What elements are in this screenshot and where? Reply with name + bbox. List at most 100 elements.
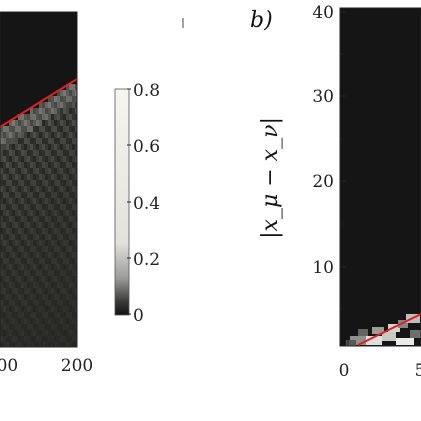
left-heatmap-cell — [9, 174, 12, 180]
left-heatmap-cell — [54, 306, 57, 312]
left-heatmap-cell — [9, 186, 12, 192]
left-heatmap-cell — [60, 342, 63, 347]
left-heatmap-cell — [9, 192, 12, 198]
left-heatmap-cell — [27, 324, 30, 330]
left-heatmap-cell — [66, 126, 69, 132]
left-heatmap-cell — [66, 228, 69, 234]
left-heatmap-cell — [42, 156, 45, 162]
left-heatmap-cell — [57, 156, 60, 162]
left-heatmap-cell — [42, 132, 45, 138]
left-heatmap-cell — [27, 306, 30, 312]
left-heatmap-cell — [57, 312, 60, 318]
left-heatmap-cell — [6, 324, 9, 330]
left-heatmap-cell — [57, 210, 60, 216]
left-heatmap-cell — [9, 210, 12, 216]
left-heatmap-cell — [3, 276, 6, 282]
left-heatmap-cell — [39, 132, 42, 138]
left-heatmap-cell — [33, 144, 36, 150]
left-heatmap-cell — [15, 276, 18, 282]
left-heatmap-cell — [3, 228, 6, 234]
left-heatmap-cell — [51, 240, 54, 246]
left-heatmap-cell — [21, 300, 24, 306]
left-heatmap-cell — [9, 240, 12, 246]
left-heatmap-cell — [12, 186, 15, 192]
left-heatmap-cell — [45, 234, 48, 240]
left-heatmap-cell — [24, 318, 27, 324]
right-heatmap-cell — [346, 340, 356, 346]
left-heatmap-cell — [21, 252, 24, 258]
left-heatmap-cell — [15, 312, 18, 318]
left-heatmap-cell — [9, 198, 12, 204]
left-heatmap-cell — [72, 180, 75, 186]
left-heatmap-cell — [51, 156, 54, 162]
left-heatmap-cell — [75, 330, 77, 336]
left-heatmap-cell — [51, 174, 54, 180]
left-heatmap-cell — [33, 288, 36, 294]
left-heatmap-cell — [45, 192, 48, 198]
left-heatmap-cell — [54, 168, 57, 174]
left-heatmap-cell — [24, 258, 27, 264]
left-heatmap-cell — [69, 192, 72, 198]
left-heatmap-cell — [21, 210, 24, 216]
left-heatmap-cell — [27, 150, 30, 156]
left-heatmap-cell — [72, 114, 75, 120]
left-heatmap-cell — [45, 252, 48, 258]
left-heatmap-cell — [39, 252, 42, 258]
left-heatmap-cell — [33, 240, 36, 246]
left-heatmap-cell — [27, 180, 30, 186]
left-heatmap-cell — [75, 192, 77, 198]
left-heatmap-cell — [42, 150, 45, 156]
left-heatmap-cell — [33, 132, 36, 138]
left-heatmap-cell — [3, 138, 6, 144]
left-heatmap-cell — [18, 240, 21, 246]
left-heatmap-cell — [72, 342, 75, 347]
left-heatmap-cell — [27, 246, 30, 252]
left-heatmap-cell — [24, 120, 27, 126]
left-heatmap-cell — [48, 318, 51, 324]
left-heatmap-cell — [48, 288, 51, 294]
left-heatmap-cell — [57, 324, 60, 330]
left-heatmap-cell — [75, 120, 77, 126]
left-heatmap-cell — [66, 192, 69, 198]
left-heatmap-cell — [6, 234, 9, 240]
left-heatmap-cell — [12, 258, 15, 264]
left-heatmap-cell — [21, 168, 24, 174]
left-heatmap-cell — [30, 216, 33, 222]
left-heatmap-cell — [18, 252, 21, 258]
left-heatmap-cell — [3, 162, 6, 168]
left-heatmap-cell — [66, 102, 69, 108]
left-heatmap-cell — [33, 234, 36, 240]
left-heatmap-cell — [21, 294, 24, 300]
left-heatmap-cell — [24, 312, 27, 318]
left-heatmap-cell — [48, 174, 51, 180]
left-heatmap-cell — [18, 342, 21, 347]
left-heatmap-cell — [39, 330, 42, 336]
left-heatmap-cell — [3, 222, 6, 228]
colorbar-gradient — [114, 88, 130, 316]
left-heatmap-cell — [69, 276, 72, 282]
left-heatmap-cell — [0, 336, 3, 342]
left-heatmap-cell — [27, 270, 30, 276]
left-heatmap-cell — [0, 138, 3, 144]
left-heatmap-cell — [42, 336, 45, 342]
left-heatmap-cell — [66, 144, 69, 150]
left-heatmap-cell — [18, 222, 21, 228]
left-heatmap-cell — [48, 144, 51, 150]
left-heatmap-cell — [72, 198, 75, 204]
left-heatmap-cell — [63, 174, 66, 180]
left-heatmap-cell — [36, 204, 39, 210]
left-heatmap-cell — [42, 174, 45, 180]
left-heatmap-cell — [63, 336, 66, 342]
left-heatmap-cell — [15, 246, 18, 252]
left-heatmap-cell — [39, 264, 42, 270]
left-heatmap-cell — [72, 108, 75, 114]
left-heatmap-cell — [27, 204, 30, 210]
left-heatmap-cell — [42, 204, 45, 210]
right-heatmap-cell — [350, 336, 366, 345]
colorbar-tick-0: 0 — [133, 306, 144, 326]
left-heatmap-cell — [72, 240, 75, 246]
left-heatmap-cell — [42, 318, 45, 324]
left-heatmap-cell — [66, 270, 69, 276]
left-heatmap-cell — [66, 96, 69, 102]
left-heatmap-cell — [69, 156, 72, 162]
